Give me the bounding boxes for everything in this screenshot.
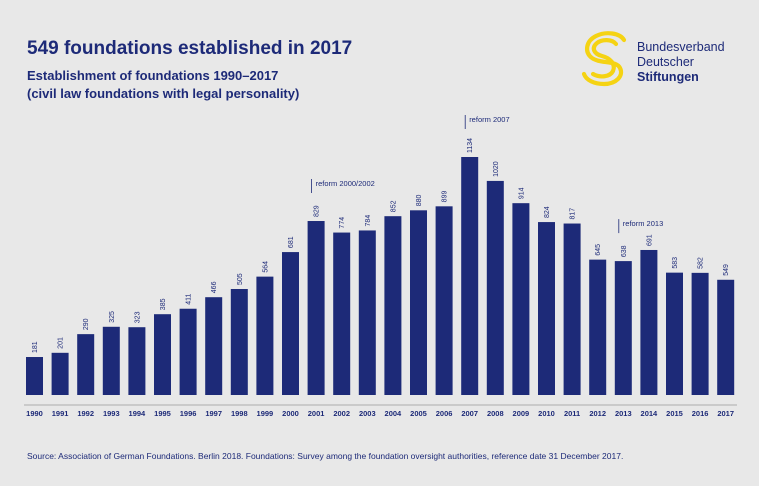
value-label-2008: 1020 xyxy=(493,161,500,177)
value-label-2013: 638 xyxy=(621,245,628,257)
value-label-2000: 681 xyxy=(288,236,295,248)
tick-label-1996: 1996 xyxy=(180,409,197,418)
chart-title: 549 foundations established in 2017 xyxy=(27,38,353,59)
tick-label-1999: 1999 xyxy=(257,409,274,418)
bar-2016 xyxy=(691,272,709,395)
tick-label-1995: 1995 xyxy=(154,409,171,418)
tick-label-2001: 2001 xyxy=(308,409,325,418)
bundesverband-logo-icon xyxy=(581,31,627,87)
bar-2000 xyxy=(282,252,299,395)
bar-1993 xyxy=(102,326,120,395)
value-label-1996: 411 xyxy=(186,293,193,304)
bar-2014 xyxy=(640,249,658,395)
bar-2009 xyxy=(512,203,530,395)
bar-1998 xyxy=(230,289,248,395)
source-note: Source: Association of German Foundation… xyxy=(27,451,624,461)
tick-label-2006: 2006 xyxy=(436,409,453,418)
value-label-2001: 829 xyxy=(314,205,321,217)
bar-1994 xyxy=(128,327,146,395)
value-label-1999: 564 xyxy=(262,261,269,273)
chart-subtitle-note: (civil law foundations with legal person… xyxy=(27,86,300,101)
bar-1995 xyxy=(154,314,171,395)
bar-1992 xyxy=(77,334,95,395)
tick-label-2011: 2011 xyxy=(564,409,580,418)
value-label-2015: 583 xyxy=(672,257,679,269)
bar-2008 xyxy=(486,180,504,395)
tick-label-2000: 2000 xyxy=(282,409,299,418)
bar-1999 xyxy=(256,276,274,395)
tick-label-2007: 2007 xyxy=(461,409,478,418)
bar-1997 xyxy=(205,297,223,395)
bar-2012 xyxy=(589,259,607,395)
bar-2006 xyxy=(435,206,453,395)
value-label-1990: 181 xyxy=(32,341,39,353)
value-label-2009: 914 xyxy=(518,187,525,199)
value-label-1993: 325 xyxy=(109,311,116,323)
tick-label-1991: 1991 xyxy=(52,409,69,418)
bar-2004 xyxy=(384,216,402,395)
tick-label-1993: 1993 xyxy=(103,409,120,418)
bar-1990 xyxy=(26,357,43,395)
bar-2011 xyxy=(563,223,581,395)
bar-1996 xyxy=(179,308,197,395)
logo-line-2: Deutscher xyxy=(637,55,694,69)
value-label-1998: 505 xyxy=(237,273,244,285)
tick-label-1998: 1998 xyxy=(231,409,248,418)
tick-label-1994: 1994 xyxy=(129,409,147,418)
tick-label-2008: 2008 xyxy=(487,409,504,418)
bar-1991 xyxy=(51,352,69,395)
value-label-2003: 784 xyxy=(365,215,372,227)
tick-label-2014: 2014 xyxy=(641,409,659,418)
annotation-label-1: reform 2000/2002 xyxy=(316,179,375,188)
bar-2002 xyxy=(333,232,351,395)
value-label-2017: 549 xyxy=(723,264,730,276)
value-label-1992: 290 xyxy=(83,318,90,330)
tick-label-1990: 1990 xyxy=(26,409,43,418)
value-label-2007: 1134 xyxy=(467,138,474,153)
bar-2015 xyxy=(666,272,683,395)
annotation-label-3: reform 2013 xyxy=(623,219,663,228)
tick-label-1992: 1992 xyxy=(77,409,94,418)
value-label-1997: 466 xyxy=(211,281,218,293)
bar-2003 xyxy=(358,230,376,395)
bar-2017 xyxy=(717,279,735,395)
bar-2013 xyxy=(614,261,632,395)
logo-line-3: Stiftungen xyxy=(637,70,699,84)
chart-subtitle: Establishment of foundations 1990–2017 xyxy=(27,68,279,83)
tick-label-2002: 2002 xyxy=(333,409,350,418)
value-label-1994: 323 xyxy=(134,311,141,323)
tick-label-2012: 2012 xyxy=(589,409,606,418)
value-label-2005: 880 xyxy=(416,195,423,207)
tick-label-2004: 2004 xyxy=(385,409,403,418)
tick-label-2010: 2010 xyxy=(538,409,555,418)
bar-2001 xyxy=(307,221,325,395)
bar-2010 xyxy=(538,222,555,395)
logo-line-1: Bundesverband xyxy=(637,40,725,54)
tick-label-2005: 2005 xyxy=(410,409,427,418)
value-label-2010: 824 xyxy=(544,206,551,218)
value-label-1995: 385 xyxy=(160,298,167,310)
tick-label-2015: 2015 xyxy=(666,409,683,418)
value-label-2006: 899 xyxy=(442,191,449,203)
value-label-2016: 582 xyxy=(698,257,705,269)
value-label-2014: 691 xyxy=(646,234,653,246)
tick-label-2013: 2013 xyxy=(615,409,632,418)
tick-label-2017: 2017 xyxy=(717,409,734,418)
value-label-2004: 852 xyxy=(390,200,397,212)
bar-2005 xyxy=(410,210,427,395)
value-label-2012: 645 xyxy=(595,244,602,256)
tick-label-2016: 2016 xyxy=(692,409,709,418)
tick-label-1997: 1997 xyxy=(205,409,222,418)
value-label-1991: 201 xyxy=(58,337,65,349)
tick-label-2003: 2003 xyxy=(359,409,376,418)
annotation-label-2: reform 2007 xyxy=(469,115,509,124)
tick-label-2009: 2009 xyxy=(513,409,530,418)
bar-2007 xyxy=(461,157,479,395)
value-label-2002: 774 xyxy=(339,217,346,229)
value-label-2011: 817 xyxy=(570,208,577,220)
